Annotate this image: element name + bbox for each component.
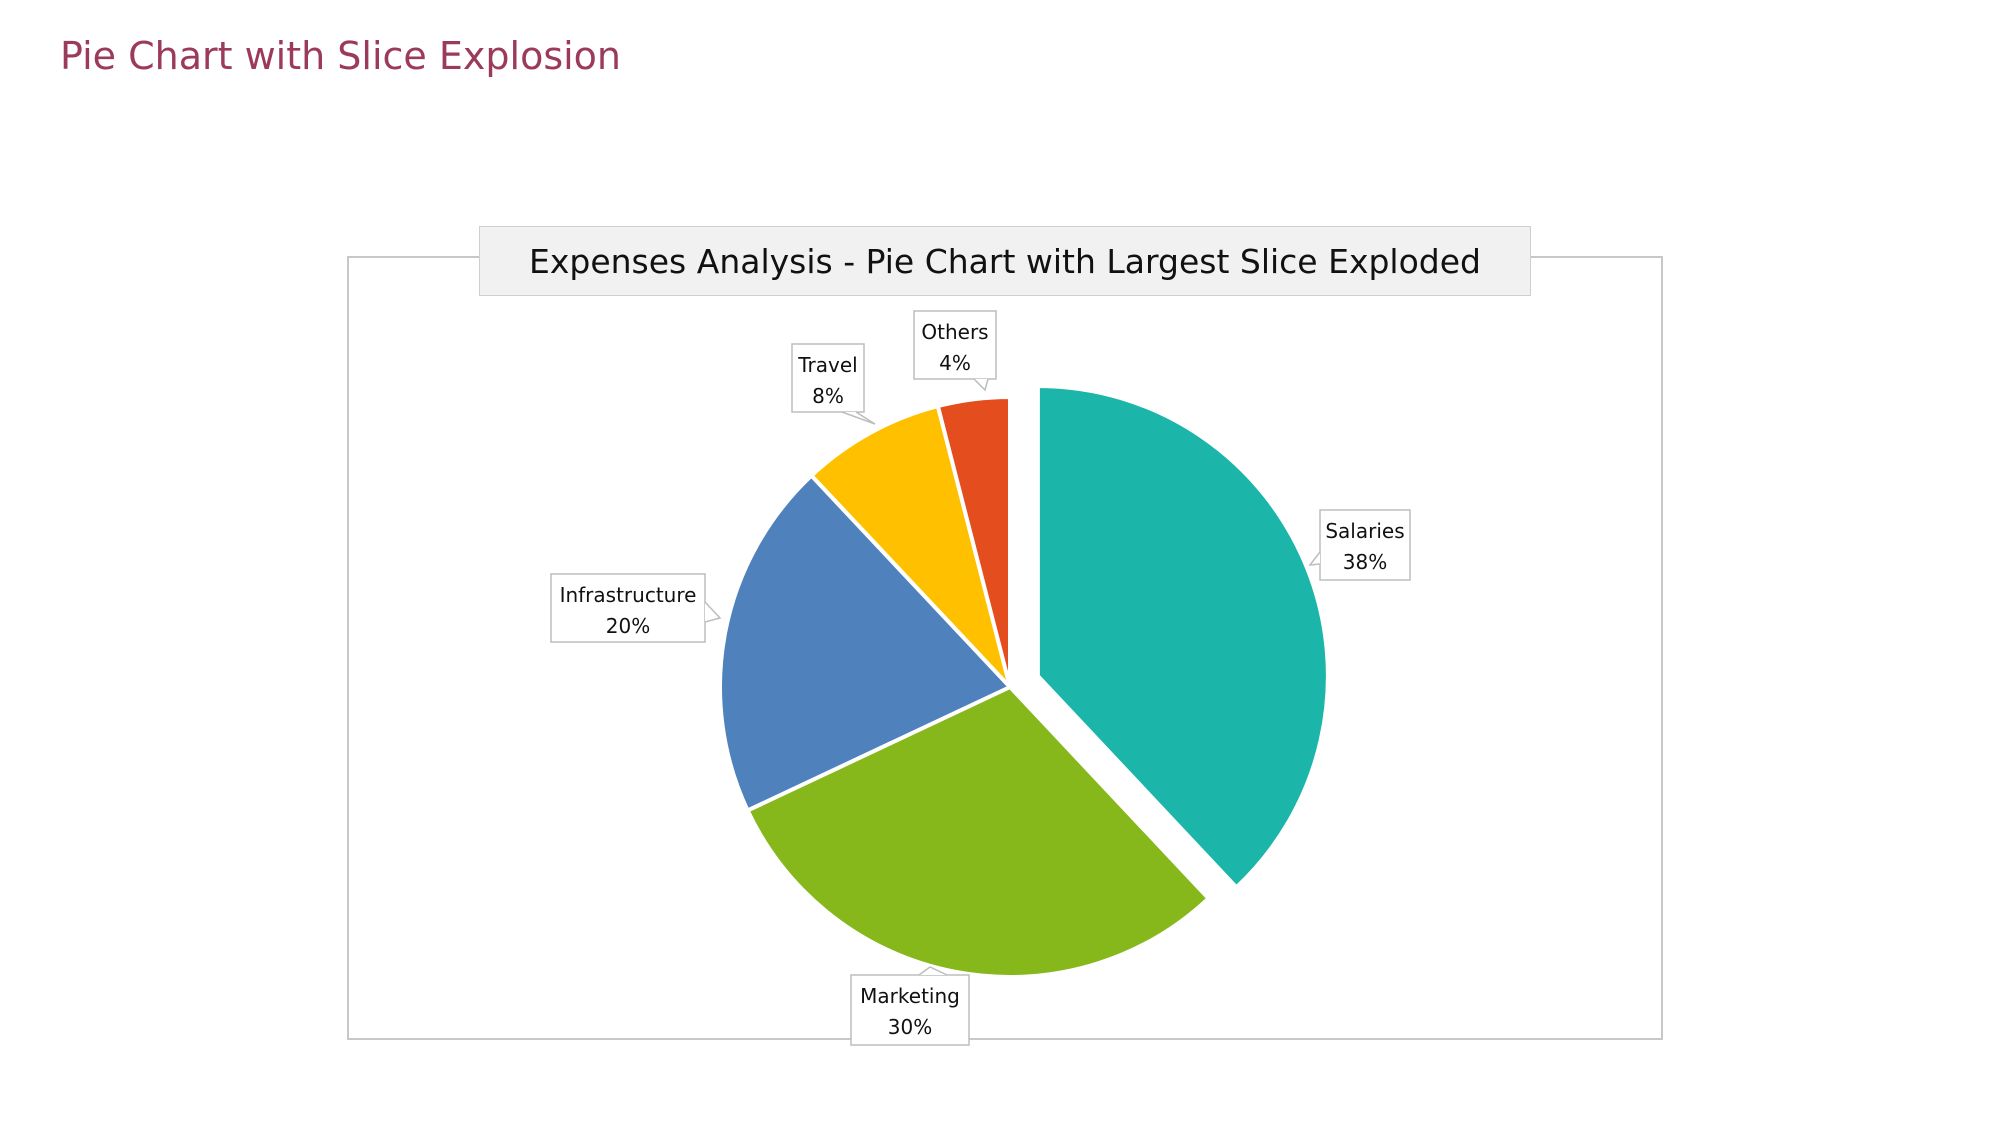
callout-pointer [918, 966, 948, 976]
callout-others: Others 4% [913, 310, 997, 392]
slice-percentage: 4% [939, 351, 971, 375]
slice-label: Travel [797, 353, 857, 377]
slice-percentage: 8% [812, 384, 844, 408]
callout-pointer [841, 411, 876, 425]
slice-label: Salaries [1325, 519, 1404, 543]
chart-title: Expenses Analysis - Pie Chart with Large… [479, 226, 1531, 296]
callout-box [791, 343, 865, 413]
callout-box [1319, 509, 1411, 581]
pie-slice-marketing [745, 685, 1211, 979]
pie-slices [718, 383, 1330, 979]
callout-marketing: Marketing 30% [850, 966, 970, 1046]
slice-label: Others [921, 320, 988, 344]
callout-infrastructure: Infrastructure 20% [550, 573, 722, 643]
pie-slice-salaries [1035, 383, 1330, 890]
callout-pointer [1308, 551, 1321, 566]
callout-pointer [704, 601, 722, 623]
slice-percentage: 38% [1343, 550, 1387, 574]
pie-slice-others [935, 395, 1012, 689]
callout-box [850, 974, 970, 1046]
page-title: Pie Chart with Slice Explosion [60, 34, 622, 78]
callout-travel: Travel 8% [791, 343, 876, 425]
callout-box [913, 310, 997, 380]
slice-percentage: 20% [606, 614, 650, 638]
callout-salaries: Salaries 38% [1308, 509, 1411, 581]
slice-callouts: Salaries 38% Marketing 30% Infrastructure 20%… [550, 310, 1411, 1046]
slice-percentage: 30% [888, 1015, 932, 1039]
callout-box [550, 573, 706, 643]
pie-slice-infrastructure [718, 473, 1012, 813]
pie-slice-travel [809, 404, 1012, 689]
callout-pointer [973, 378, 989, 392]
slice-label: Infrastructure [560, 583, 697, 607]
slice-label: Marketing [860, 984, 960, 1008]
